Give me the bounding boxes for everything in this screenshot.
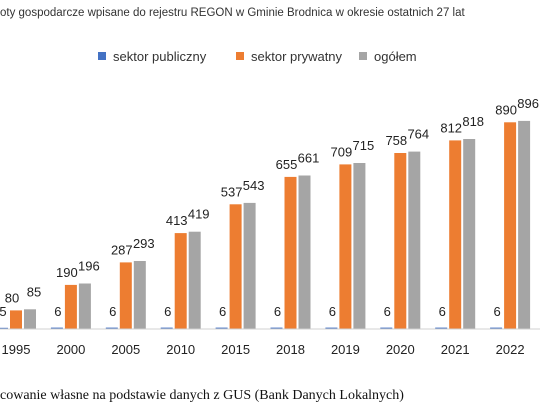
bar-ogółem-1995 bbox=[24, 309, 36, 329]
data-label-ogolem-1995: 85 bbox=[27, 284, 41, 299]
legend-label-1: sektor prywatny bbox=[251, 49, 343, 64]
bar-ogółem-2019 bbox=[353, 163, 366, 329]
bar-sektor-publiczny-2010 bbox=[160, 327, 173, 329]
x-tick-2005: 2005 bbox=[111, 342, 140, 357]
bar-ogółem-2010 bbox=[188, 231, 201, 329]
data-label-sektor-publiczny-2010: 6 bbox=[164, 304, 171, 319]
data-label-ogolem-2000: 196 bbox=[78, 259, 100, 274]
data-label-sektor-prywatny-2005: 287 bbox=[111, 242, 133, 257]
x-tick-2018: 2018 bbox=[276, 342, 305, 357]
data-label-ogolem-2005: 293 bbox=[133, 236, 155, 251]
bar-sektor-publiczny-2022 bbox=[490, 327, 503, 329]
bar-sektor-prywatny-2010 bbox=[174, 233, 187, 329]
bar-sektor-prywatny-2000 bbox=[64, 284, 77, 329]
bar-sektor-publiczny-2005 bbox=[105, 327, 118, 329]
data-label-sektor-prywatny-2022: 890 bbox=[495, 102, 517, 117]
data-label-sektor-prywatny-2021: 812 bbox=[440, 120, 462, 135]
bar-sektor-publiczny-2000 bbox=[50, 327, 63, 329]
legend-label-0: sektor publiczny bbox=[113, 49, 207, 64]
bar-sektor-prywatny-2022 bbox=[504, 122, 517, 329]
bar-ogółem-2015 bbox=[243, 202, 256, 329]
x-tick-2021: 2021 bbox=[441, 342, 470, 357]
data-label-sektor-publiczny-2005: 6 bbox=[109, 304, 116, 319]
data-label-sektor-prywatny-2010: 413 bbox=[166, 213, 188, 228]
bar-sektor-prywatny-2018 bbox=[284, 176, 297, 329]
x-tick-2022: 2022 bbox=[496, 342, 525, 357]
x-tick-2000: 2000 bbox=[56, 342, 85, 357]
data-label-ogolem-2021: 818 bbox=[462, 114, 484, 129]
data-label-ogolem-2010: 419 bbox=[188, 207, 210, 222]
x-tick-2015: 2015 bbox=[221, 342, 250, 357]
legend-label-2: ogółem bbox=[374, 49, 417, 64]
x-tick-2020: 2020 bbox=[386, 342, 415, 357]
data-label-ogolem-2018: 661 bbox=[298, 151, 320, 166]
data-label-ogolem-2015: 543 bbox=[243, 178, 265, 193]
bar-sektor-publiczny-1995 bbox=[0, 327, 8, 329]
data-label-sektor-publiczny-1995: 5 bbox=[0, 304, 7, 319]
bar-group bbox=[0, 120, 531, 330]
data-label-sektor-publiczny-2015: 6 bbox=[219, 304, 226, 319]
data-label-sektor-publiczny-2022: 6 bbox=[493, 304, 500, 319]
data-label-sektor-prywatny-1995: 80 bbox=[5, 290, 19, 305]
chart-title: oty gospodarcze wpisane do rejestru REGO… bbox=[0, 7, 465, 19]
bar-ogółem-2000 bbox=[78, 283, 91, 329]
legend-swatch-1 bbox=[236, 52, 244, 60]
legend-swatch-0 bbox=[98, 52, 106, 60]
data-label-sektor-publiczny-2000: 6 bbox=[54, 304, 61, 319]
data-label-sektor-prywatny-2019: 709 bbox=[331, 144, 353, 159]
data-label-sektor-publiczny-2021: 6 bbox=[439, 304, 446, 319]
bar-sektor-publiczny-2021 bbox=[435, 327, 448, 329]
bar-sektor-prywatny-2019 bbox=[339, 164, 352, 329]
data-label-ogolem-2019: 715 bbox=[353, 138, 375, 153]
data-label-sektor-prywatny-2020: 758 bbox=[385, 133, 407, 148]
bar-sektor-publiczny-2015 bbox=[215, 327, 228, 329]
data-label-sektor-prywatny-2000: 190 bbox=[56, 265, 78, 280]
source-caption: cowanie własne na podstawie danych z GUS… bbox=[0, 388, 404, 403]
x-tick-2010: 2010 bbox=[166, 342, 195, 357]
bar-ogółem-2005 bbox=[133, 261, 146, 329]
bar-ogółem-2020 bbox=[408, 151, 421, 329]
bar-sektor-prywatny-2015 bbox=[229, 204, 242, 329]
bar-sektor-prywatny-1995 bbox=[10, 310, 22, 329]
x-tick-1995: 1995 bbox=[2, 342, 31, 357]
bar-sektor-publiczny-2019 bbox=[325, 327, 338, 329]
x-tick-2019: 2019 bbox=[331, 342, 360, 357]
legend-swatch-2 bbox=[359, 52, 367, 60]
data-label-sektor-prywatny-2015: 537 bbox=[221, 184, 243, 199]
data-label-sektor-publiczny-2019: 6 bbox=[329, 304, 336, 319]
data-label-ogolem-2020: 764 bbox=[407, 127, 429, 142]
bar-ogółem-2021 bbox=[463, 139, 476, 329]
bar-ogółem-2022 bbox=[518, 120, 531, 330]
legend: sektor publiczny sektor prywatny ogółem bbox=[98, 49, 417, 64]
bar-sektor-prywatny-2005 bbox=[119, 262, 132, 329]
data-label-sektor-prywatny-2018: 655 bbox=[276, 157, 298, 172]
bar-sektor-publiczny-2018 bbox=[270, 327, 283, 329]
data-labels: 580 85 6 190 196 6 287 293 6 413 419 6 537 543 6 655 661… bbox=[0, 96, 539, 319]
bar-sektor-prywatny-2020 bbox=[394, 153, 407, 329]
data-label-sektor-publiczny-2020: 6 bbox=[384, 304, 391, 319]
data-label-sektor-publiczny-2018: 6 bbox=[274, 304, 281, 319]
bar-ogółem-2018 bbox=[298, 175, 311, 329]
x-axis-ticks: 1995 2000 2005 2010 2015 2018 2019 2020 2021 2022 bbox=[2, 342, 525, 357]
data-label-ogolem-2022: 896 bbox=[517, 96, 539, 111]
bar-sektor-publiczny-2020 bbox=[380, 327, 393, 329]
bar-sektor-prywatny-2021 bbox=[449, 140, 462, 329]
